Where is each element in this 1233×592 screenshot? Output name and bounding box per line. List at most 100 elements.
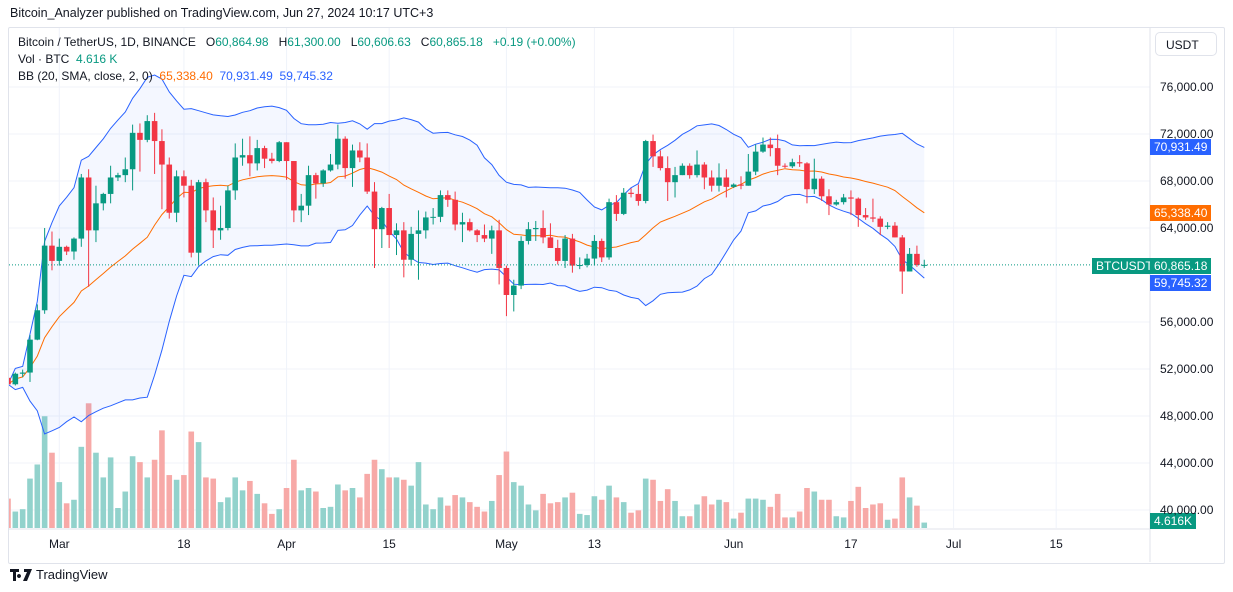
candle-body (115, 175, 121, 178)
volume-bar (93, 452, 99, 528)
bb-lower-price-tag: 59,745.32 (1150, 275, 1212, 291)
candle-body (525, 229, 532, 241)
volume-bar (144, 477, 151, 528)
candle-body (804, 163, 810, 190)
volume-bar (63, 503, 70, 528)
volume-bar (576, 513, 583, 528)
high-label: H (278, 35, 288, 49)
volume-bar (217, 502, 224, 528)
volume-bar (855, 486, 862, 528)
candle-body (877, 218, 884, 227)
candle-body (855, 198, 862, 216)
volume-bar (745, 498, 752, 528)
candle-body (129, 132, 136, 170)
volume-bar (694, 504, 700, 528)
candle-body (261, 148, 268, 159)
volume-bar (379, 469, 385, 528)
candle-body (349, 150, 356, 169)
volume-bar (430, 509, 436, 528)
volume-bar (650, 479, 656, 528)
volume-bar (833, 516, 840, 528)
volume-bar (269, 513, 275, 528)
candle-body (576, 265, 583, 267)
candle-body (393, 230, 400, 236)
volume-bar (503, 451, 510, 528)
volume-bar (877, 503, 884, 528)
volume-bar (892, 518, 898, 528)
currency-button[interactable]: USDT (1155, 32, 1217, 56)
tradingview-logo[interactable]: TradingView (10, 567, 108, 582)
candle-body (437, 195, 444, 217)
volume-bar (657, 500, 664, 528)
volume-bar (642, 478, 649, 528)
volume-bar (738, 512, 744, 528)
candle-body (650, 141, 656, 157)
candle-body (738, 184, 744, 186)
volume-bar (34, 464, 41, 528)
x-tick-label: May (495, 537, 518, 551)
candle-body (408, 233, 414, 260)
volume-bar (598, 499, 605, 528)
candle-body (166, 164, 173, 213)
candle-body (884, 225, 891, 227)
candle-body (210, 210, 217, 231)
candle-body (496, 230, 502, 268)
candle-body (27, 339, 33, 373)
volume-bar (159, 430, 165, 528)
volume-bar (78, 446, 85, 528)
volume-bar (305, 488, 312, 528)
bb-upper-line (9, 74, 925, 384)
candle-body (9, 377, 11, 385)
candle-body (760, 144, 766, 152)
volume-bar (752, 498, 759, 528)
volume-bar (569, 492, 576, 528)
volume-bar (870, 504, 876, 528)
candle-body (452, 199, 458, 225)
candle-body (503, 267, 510, 295)
volume-bar (796, 511, 803, 528)
volume-bar (195, 442, 202, 528)
volume-bar (122, 491, 129, 528)
volume-bar (840, 517, 847, 528)
candle-body (144, 121, 151, 140)
volume-bar (320, 508, 326, 528)
symbol-title[interactable]: Bitcoin / TetherUS, 1D, BINANCE (18, 35, 196, 49)
candle-body (335, 138, 341, 165)
candle-body (63, 246, 70, 252)
publisher-line: Bitcoin_Analyzer published on TradingVie… (10, 6, 434, 20)
volume-bar (613, 497, 620, 528)
volume-bar (547, 503, 554, 528)
volume-bar (137, 462, 143, 528)
volume-bar (884, 519, 891, 528)
candle-body (12, 373, 19, 385)
volume-bar (804, 488, 810, 528)
open-label: O (205, 35, 216, 49)
candle-body (664, 168, 671, 183)
candle-body (195, 182, 202, 253)
volume-bar (906, 497, 913, 528)
candle-body (474, 230, 480, 236)
volume-bar (474, 506, 480, 528)
volume-label[interactable]: Vol · BTC (18, 52, 70, 66)
volume-bar (56, 482, 63, 528)
candle-body (562, 238, 568, 261)
bb-legend: BB (20, SMA, close, 2, 0) 65,338.40 70,9… (18, 69, 333, 83)
candle-body (532, 228, 539, 230)
candle-body (415, 230, 422, 234)
volume-bar (49, 452, 55, 528)
volume-bar (848, 500, 854, 528)
volume-bar (789, 517, 796, 528)
volume-bar (12, 511, 19, 528)
volume-bar (203, 477, 209, 528)
volume-bar (423, 504, 429, 528)
candle-body (620, 192, 627, 214)
close-value: 60,865.18 (429, 35, 483, 49)
candle-body (379, 208, 385, 230)
volume-bar (71, 499, 77, 528)
bb-label[interactable]: BB (20, SMA, close, 2, 0) (18, 69, 153, 83)
volume-value: 4.616 K (76, 52, 118, 66)
candle-body (899, 237, 906, 272)
candle-body (723, 177, 730, 187)
candle-body (547, 237, 554, 248)
